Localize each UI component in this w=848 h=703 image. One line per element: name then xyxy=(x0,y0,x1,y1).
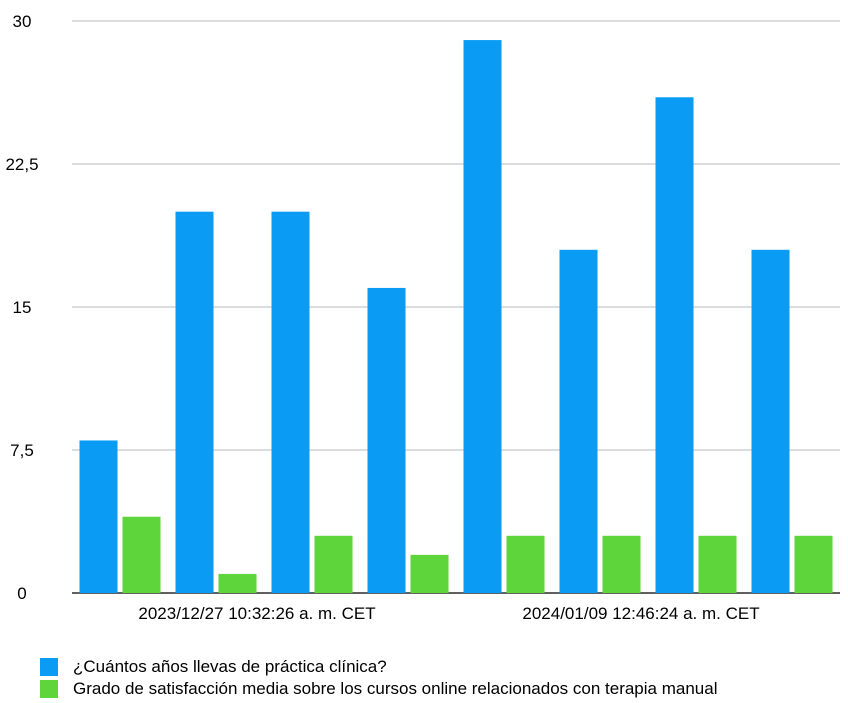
bar-series-1-group-8 xyxy=(751,249,790,594)
x-tick-label-1: 2023/12/27 10:32:26 a. m. CET xyxy=(138,604,375,623)
legend-item-series-2: Grado de satisfacción media sobre los cu… xyxy=(40,678,717,700)
y-tick-label: 15 xyxy=(13,298,32,317)
bar-series-1-group-4 xyxy=(367,287,406,593)
bar-series-2-group-6 xyxy=(602,535,641,593)
bar-series-1-group-1 xyxy=(79,440,118,593)
legend-label-series-2: Grado de satisfacción media sobre los cu… xyxy=(73,679,718,698)
bar-series-1-group-3 xyxy=(271,211,310,593)
y-tick-label: 22,5 xyxy=(5,155,38,174)
legend-swatch-series-1 xyxy=(40,658,58,676)
bar-chart: 0 7,5 15 22,5 30 2023/12/27 10:32:26 a. m. C… xyxy=(5,12,840,623)
y-tick-label: 7,5 xyxy=(10,441,34,460)
x-tick-label-2: 2024/01/09 12:46:24 a. m. CET xyxy=(522,604,759,623)
bar-series-2-group-4 xyxy=(410,554,449,593)
y-tick-label: 30 xyxy=(13,12,32,31)
bar-series-1-group-5 xyxy=(463,40,502,594)
bar-series-1-group-6 xyxy=(559,249,598,594)
bar-series-2-group-8 xyxy=(794,535,833,593)
bar-series-2-group-1 xyxy=(122,516,161,593)
y-tick-label: 0 xyxy=(17,584,26,603)
bar-series-2-group-7 xyxy=(698,535,737,593)
bar-series-1-group-2 xyxy=(175,211,214,593)
legend: ¿Cuántos años llevas de práctica clínica… xyxy=(40,656,717,700)
bar-series-2-group-2 xyxy=(218,573,257,593)
legend-swatch-series-2 xyxy=(40,680,58,698)
legend-label-series-1: ¿Cuántos años llevas de práctica clínica… xyxy=(73,657,387,676)
legend-item-series-1: ¿Cuántos años llevas de práctica clínica… xyxy=(40,656,717,678)
bar-series-2-group-3 xyxy=(314,535,353,593)
bar-series-1-group-7 xyxy=(655,97,694,594)
bar-series-2-group-5 xyxy=(506,535,545,593)
